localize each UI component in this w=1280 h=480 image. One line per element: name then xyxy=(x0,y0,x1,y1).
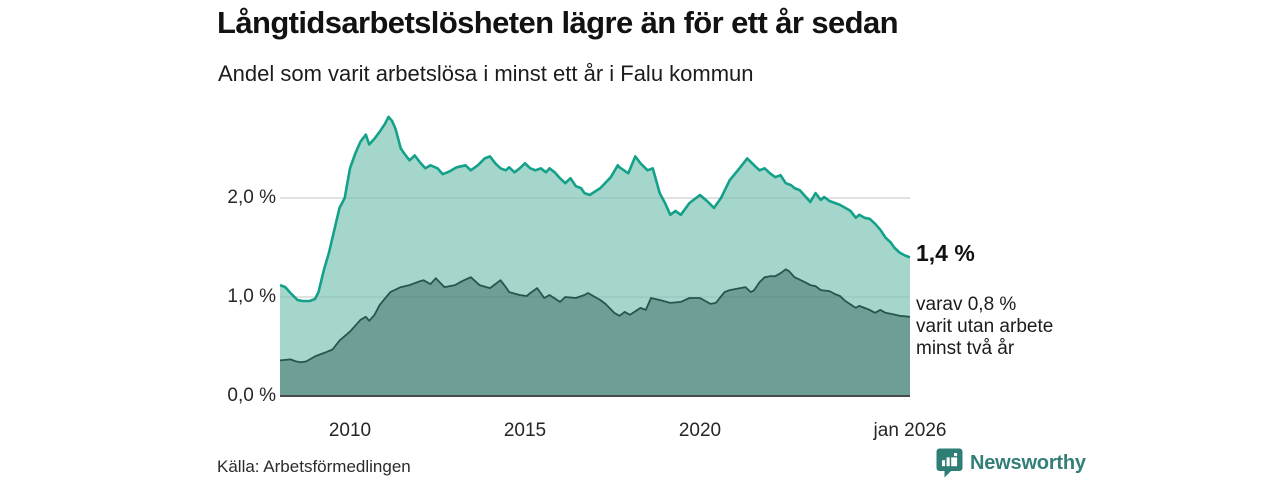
end-value-label: 1,4 % xyxy=(916,240,975,266)
newsworthy-logo-text: Newsworthy xyxy=(970,451,1086,474)
newsworthy-logo-icon xyxy=(936,448,963,478)
series-area-2 xyxy=(280,269,910,396)
area-chart xyxy=(280,115,911,397)
x-tick-label: 2015 xyxy=(503,420,547,441)
annotation-line-2: varit utan arbete xyxy=(916,316,1054,337)
series-line-2 xyxy=(280,268,911,364)
annotation-line-3: minst två år xyxy=(916,338,1015,359)
x-tick-label: jan 2026 xyxy=(873,420,947,441)
series-line-1 xyxy=(280,115,911,303)
y-tick-label: 1,0 % xyxy=(227,286,276,307)
x-tick-label: 2010 xyxy=(328,420,372,441)
source-note: Källa: Arbetsförmedlingen xyxy=(217,457,411,476)
y-tick-label: 0,0 % xyxy=(227,385,276,406)
page-subtitle: Andel som varit arbetslösa i minst ett å… xyxy=(218,61,754,86)
secondary-annotation: varav 0,8 % varit utan arbete minst två … xyxy=(916,294,1053,360)
y-tick-label: 2,0 % xyxy=(227,187,276,208)
page-title: Långtidsarbetslösheten lägre än för ett … xyxy=(217,5,899,40)
logo-bar xyxy=(954,457,958,467)
x-tick-label: 2020 xyxy=(678,420,722,441)
annotation-line-1: varav 0,8 % xyxy=(916,294,1017,315)
newsworthy-logo[interactable]: Newsworthy xyxy=(936,448,1086,478)
